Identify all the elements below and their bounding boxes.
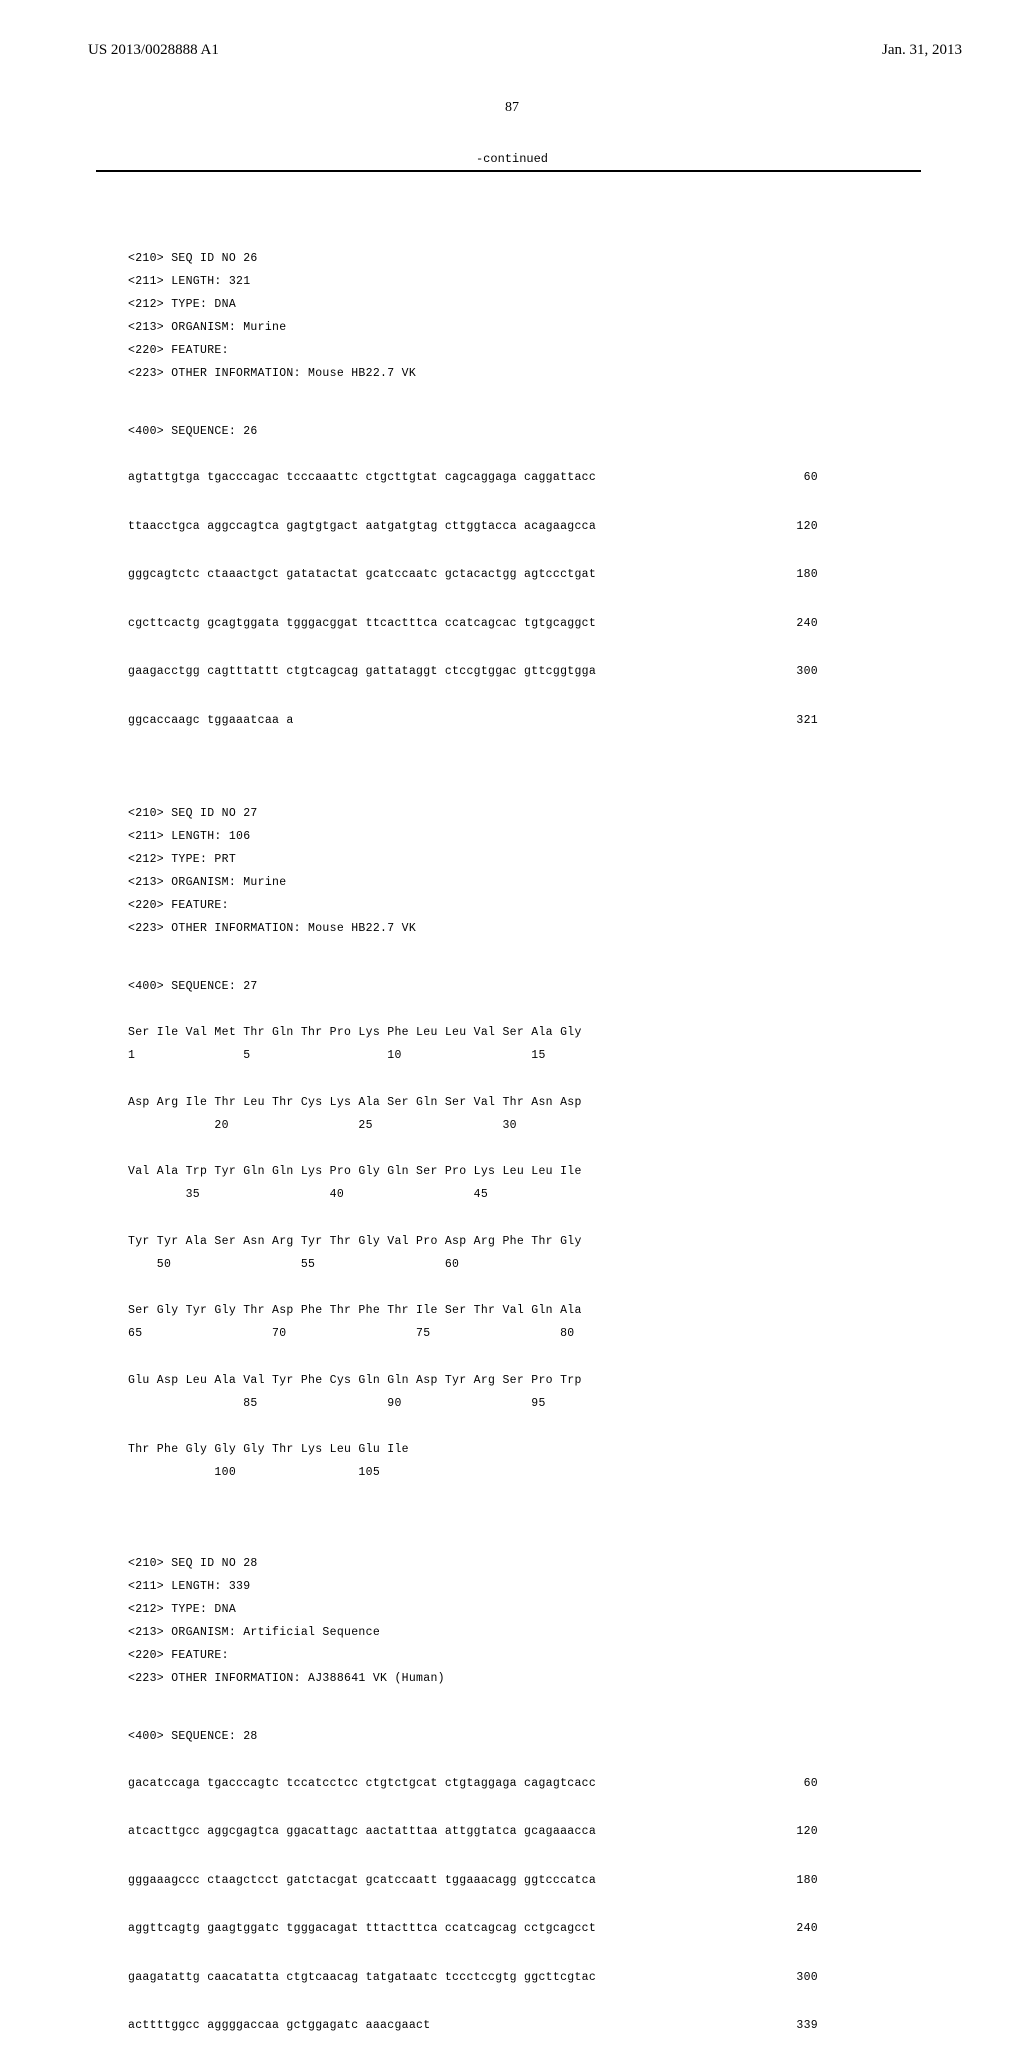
dna-line: agtattgtga tgacccagac tcccaaattc ctgcttg… bbox=[128, 472, 818, 484]
dna-line: ggcaccaagc tggaaatcaa a 321 bbox=[128, 715, 818, 727]
dna-line: gacatccaga tgacccagtc tccatcctcc ctgtctg… bbox=[128, 1778, 818, 1790]
dna-pos: 339 bbox=[778, 2020, 818, 2032]
protein-line: Val Ala Trp Tyr Gln Gln Lys Pro Gly Gln … bbox=[128, 1166, 818, 1178]
protein-line: Asp Arg Ile Thr Leu Thr Cys Lys Ala Ser … bbox=[128, 1097, 818, 1109]
protein-pos: 50 55 60 bbox=[128, 1259, 818, 1271]
dna-seq: gggaaagccc ctaagctcct gatctacgat gcatcca… bbox=[128, 1875, 596, 1887]
seq-meta: <223> OTHER INFORMATION: AJ388641 VK (Hu… bbox=[128, 1673, 818, 1685]
seq27-header: <210> SEQ ID NO 27 <211> LENGTH: 106 <21… bbox=[128, 796, 818, 946]
dna-line: gaagatattg caacatatta ctgtcaacag tatgata… bbox=[128, 1972, 818, 1984]
dna-pos: 120 bbox=[778, 521, 818, 533]
dna-line: cgcttcactg gcagtggata tgggacggat ttcactt… bbox=[128, 618, 818, 630]
dna-seq: gaagacctgg cagtttattt ctgtcagcag gattata… bbox=[128, 666, 596, 678]
publication-date: Jan. 31, 2013 bbox=[882, 42, 962, 59]
dna-seq: aggttcagtg gaagtggatc tgggacagat tttactt… bbox=[128, 1923, 596, 1935]
dna-pos: 321 bbox=[778, 715, 818, 727]
protein-line: Tyr Tyr Ala Ser Asn Arg Tyr Thr Gly Val … bbox=[128, 1236, 818, 1248]
dna-pos: 60 bbox=[778, 472, 818, 484]
seq-meta: <211> LENGTH: 106 bbox=[128, 831, 818, 843]
protein-pos: 35 40 45 bbox=[128, 1189, 818, 1201]
seq-meta: <210> SEQ ID NO 27 bbox=[128, 808, 818, 820]
seq26-header: <210> SEQ ID NO 26 <211> LENGTH: 321 <21… bbox=[128, 241, 818, 391]
seq-meta: <220> FEATURE: bbox=[128, 1650, 818, 1662]
divider bbox=[96, 170, 921, 172]
protein-line: Ser Gly Tyr Gly Thr Asp Phe Thr Phe Thr … bbox=[128, 1305, 818, 1317]
dna-pos: 60 bbox=[778, 1778, 818, 1790]
dna-pos: 180 bbox=[778, 569, 818, 581]
dna-seq: ggcaccaagc tggaaatcaa a bbox=[128, 715, 294, 727]
publication-number: US 2013/0028888 A1 bbox=[88, 42, 219, 59]
dna-seq: gacatccaga tgacccagtc tccatcctcc ctgtctg… bbox=[128, 1778, 596, 1790]
seq-meta: <212> TYPE: PRT bbox=[128, 854, 818, 866]
seq28-label: <400> SEQUENCE: 28 bbox=[128, 1731, 818, 1743]
seq-meta: <223> OTHER INFORMATION: Mouse HB22.7 VK bbox=[128, 368, 818, 380]
dna-seq: acttttggcc aggggaccaa gctggagatc aaacgaa… bbox=[128, 2020, 430, 2032]
seq26-label: <400> SEQUENCE: 26 bbox=[128, 426, 818, 438]
seq-meta: <210> SEQ ID NO 26 bbox=[128, 253, 818, 265]
dna-pos: 120 bbox=[778, 1826, 818, 1838]
page-number: 87 bbox=[0, 100, 1024, 116]
dna-seq: atcacttgcc aggcgagtca ggacattagc aactatt… bbox=[128, 1826, 596, 1838]
seq-meta: <220> FEATURE: bbox=[128, 900, 818, 912]
dna-line: gaagacctgg cagtttattt ctgtcagcag gattata… bbox=[128, 666, 818, 678]
seq-meta: <212> TYPE: DNA bbox=[128, 299, 818, 311]
protein-line: Thr Phe Gly Gly Gly Thr Lys Leu Glu Ile bbox=[128, 1444, 818, 1456]
dna-line: atcacttgcc aggcgagtca ggacattagc aactatt… bbox=[128, 1826, 818, 1838]
dna-line: aggttcagtg gaagtggatc tgggacagat tttactt… bbox=[128, 1923, 818, 1935]
seq-meta: <220> FEATURE: bbox=[128, 345, 818, 357]
protein-pos: 20 25 30 bbox=[128, 1120, 818, 1132]
protein-pos: 65 70 75 80 bbox=[128, 1328, 818, 1340]
dna-line: acttttggcc aggggaccaa gctggagatc aaacgaa… bbox=[128, 2020, 818, 2032]
seq-meta: <210> SEQ ID NO 28 bbox=[128, 1558, 818, 1570]
sequence-content: <210> SEQ ID NO 26 <211> LENGTH: 321 <21… bbox=[128, 218, 818, 2057]
seq-meta: <212> TYPE: DNA bbox=[128, 1604, 818, 1616]
seq-meta: <213> ORGANISM: Murine bbox=[128, 322, 818, 334]
dna-seq: gaagatattg caacatatta ctgtcaacag tatgata… bbox=[128, 1972, 596, 1984]
seq-meta: <213> ORGANISM: Murine bbox=[128, 877, 818, 889]
protein-pos: 1 5 10 15 bbox=[128, 1050, 818, 1062]
seq-meta: <223> OTHER INFORMATION: Mouse HB22.7 VK bbox=[128, 923, 818, 935]
protein-line: Ser Ile Val Met Thr Gln Thr Pro Lys Phe … bbox=[128, 1027, 818, 1039]
protein-pos: 85 90 95 bbox=[128, 1398, 818, 1410]
dna-seq: gggcagtctc ctaaactgct gatatactat gcatcca… bbox=[128, 569, 596, 581]
continued-label: -continued bbox=[0, 152, 1024, 166]
protein-pos: 100 105 bbox=[128, 1467, 818, 1479]
dna-pos: 180 bbox=[778, 1875, 818, 1887]
dna-line: gggcagtctc ctaaactgct gatatactat gcatcca… bbox=[128, 569, 818, 581]
seq28-header: <210> SEQ ID NO 28 <211> LENGTH: 339 <21… bbox=[128, 1547, 818, 1697]
protein-line: Glu Asp Leu Ala Val Tyr Phe Cys Gln Gln … bbox=[128, 1375, 818, 1387]
page-header: US 2013/0028888 A1 Jan. 31, 2013 bbox=[0, 42, 1024, 59]
dna-line: gggaaagccc ctaagctcct gatctacgat gcatcca… bbox=[128, 1875, 818, 1887]
seq27-label: <400> SEQUENCE: 27 bbox=[128, 981, 818, 993]
seq-meta: <211> LENGTH: 321 bbox=[128, 276, 818, 288]
seq-meta: <211> LENGTH: 339 bbox=[128, 1581, 818, 1593]
dna-line: ttaacctgca aggccagtca gagtgtgact aatgatg… bbox=[128, 521, 818, 533]
dna-pos: 240 bbox=[778, 618, 818, 630]
dna-pos: 300 bbox=[778, 1972, 818, 1984]
dna-seq: cgcttcactg gcagtggata tgggacggat ttcactt… bbox=[128, 618, 596, 630]
dna-seq: ttaacctgca aggccagtca gagtgtgact aatgatg… bbox=[128, 521, 596, 533]
dna-pos: 240 bbox=[778, 1923, 818, 1935]
dna-seq: agtattgtga tgacccagac tcccaaattc ctgcttg… bbox=[128, 472, 596, 484]
dna-pos: 300 bbox=[778, 666, 818, 678]
seq-meta: <213> ORGANISM: Artificial Sequence bbox=[128, 1627, 818, 1639]
